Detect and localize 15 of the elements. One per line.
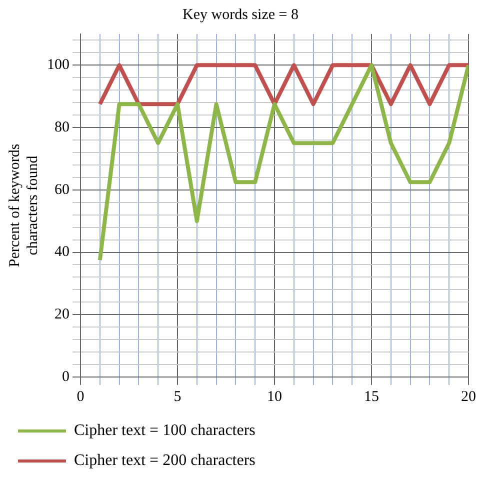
x-tick-label: 15 (364, 388, 379, 405)
y-tick-label: 40 (54, 244, 70, 260)
y-tick-label: 20 (54, 306, 70, 323)
chart-title: Key words size = 8 (182, 6, 298, 23)
y-tick-label: 0 (62, 368, 70, 385)
x-tick-label: 10 (267, 388, 282, 405)
y-axis-title: Percent of keywords characters found (6, 144, 41, 268)
x-tick-label: 0 (76, 388, 84, 405)
x-tick-label: 20 (461, 388, 476, 405)
legend-label: Cipher text = 200 characters (74, 452, 256, 470)
y-tick-label: 100 (47, 57, 70, 74)
y-tick-label: 80 (54, 119, 70, 136)
y-tick-label: 60 (54, 182, 70, 198)
x-tick-label: 5 (174, 388, 182, 405)
legend-label: Cipher text = 100 characters (74, 422, 256, 440)
